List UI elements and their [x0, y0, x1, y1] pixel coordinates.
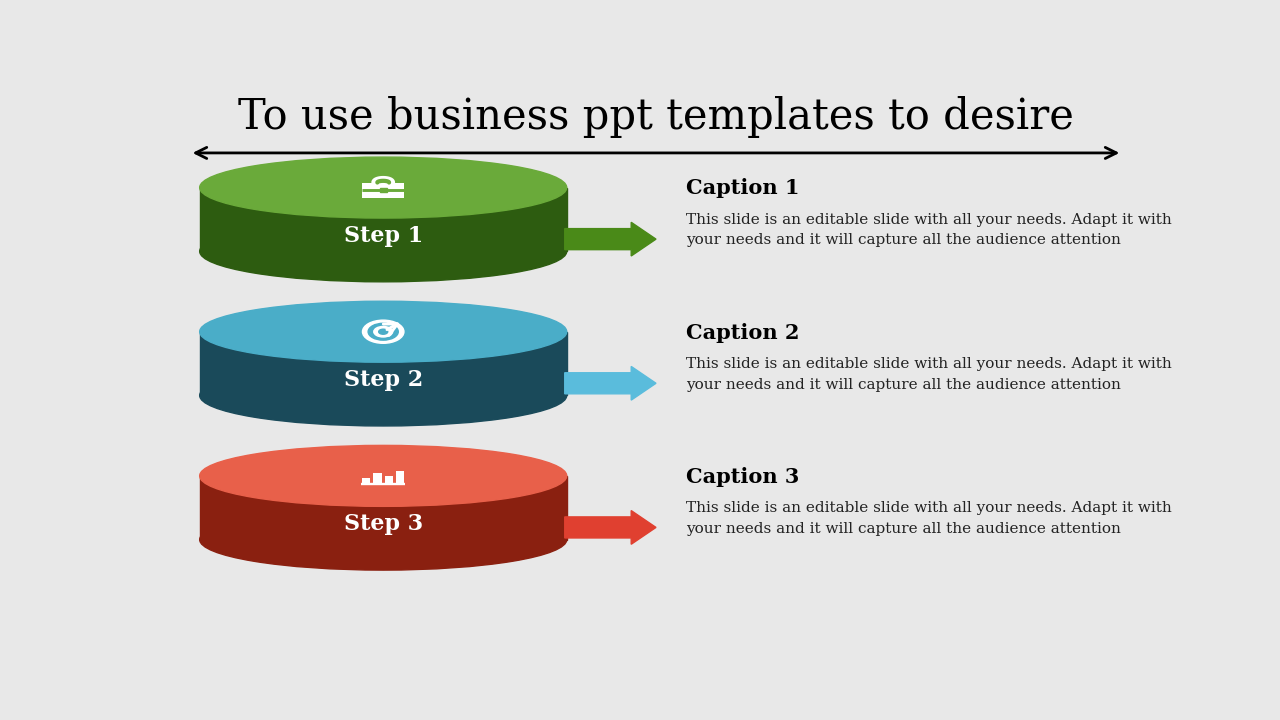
Ellipse shape [200, 301, 567, 362]
Circle shape [374, 326, 393, 337]
Text: Caption 1: Caption 1 [686, 179, 799, 199]
FancyArrow shape [564, 510, 657, 544]
Bar [362, 183, 404, 198]
Bar [200, 476, 567, 539]
Text: This slide is an editable slide with all your needs. Adapt it with
your needs an: This slide is an editable slide with all… [686, 501, 1171, 536]
Ellipse shape [200, 509, 567, 570]
Bar [380, 189, 387, 192]
Text: Step 1: Step 1 [343, 225, 422, 247]
FancyArrow shape [564, 222, 657, 256]
Text: Caption 2: Caption 2 [686, 323, 799, 343]
FancyArrow shape [564, 366, 657, 400]
Text: Step 2: Step 2 [343, 369, 422, 391]
Circle shape [379, 329, 388, 334]
Text: Caption 3: Caption 3 [686, 467, 799, 487]
Bar [200, 188, 567, 251]
Text: To use business ppt templates to desire: To use business ppt templates to desire [238, 96, 1074, 138]
Ellipse shape [200, 365, 567, 426]
Bar [385, 476, 393, 484]
Bar [362, 477, 370, 484]
Bar [200, 332, 567, 395]
Text: This slide is an editable slide with all your needs. Adapt it with
your needs an: This slide is an editable slide with all… [686, 357, 1171, 392]
Text: This slide is an editable slide with all your needs. Adapt it with
your needs an: This slide is an editable slide with all… [686, 213, 1171, 248]
Circle shape [369, 323, 398, 340]
Ellipse shape [200, 221, 567, 282]
Circle shape [362, 320, 404, 343]
Text: Step 3: Step 3 [343, 513, 422, 536]
Bar [374, 473, 381, 484]
Bar [396, 471, 404, 484]
Ellipse shape [200, 157, 567, 218]
Ellipse shape [200, 446, 567, 506]
